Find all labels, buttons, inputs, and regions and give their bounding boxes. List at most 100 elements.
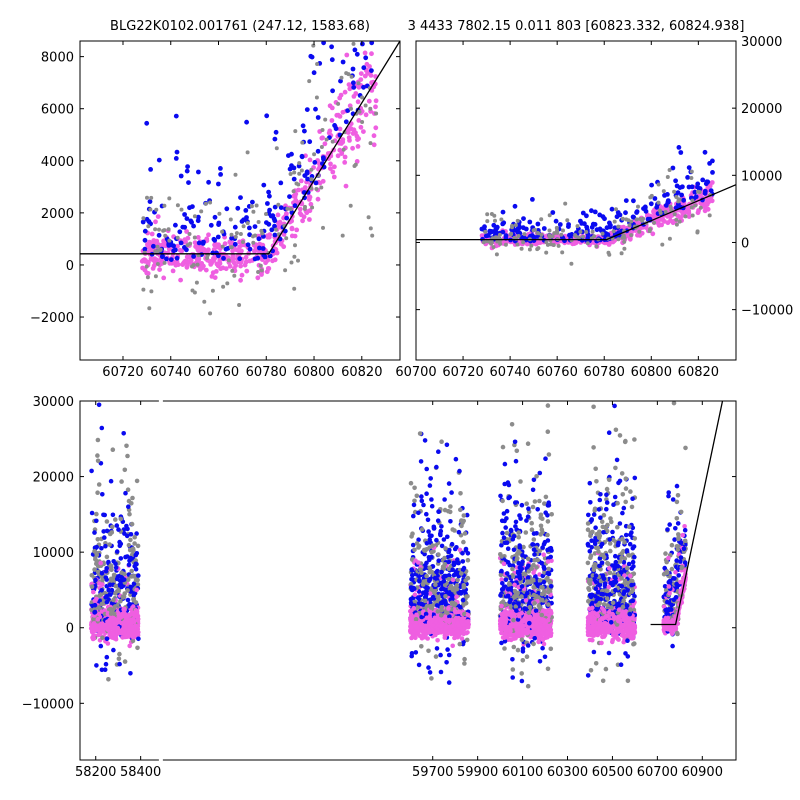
gray-point [147,306,152,311]
pink-point [408,626,414,631]
gray-point [162,203,167,208]
pink-point [340,109,346,115]
blue-point [424,511,429,517]
gray-point [510,574,516,579]
pink-point [356,136,361,142]
gray-point [307,79,312,84]
gray-point [652,220,656,225]
gray-point [426,648,431,654]
blue-point [94,663,99,668]
gray-point [600,231,605,236]
gray-point [135,577,140,583]
y-tick-label: 2000 [41,207,74,222]
blue-point [623,198,629,204]
gray-point [500,498,505,504]
pink-point [192,240,198,246]
blue-point [686,165,692,171]
blue-point [245,242,251,248]
blue-point [427,576,433,582]
gray-point [260,231,265,236]
gray-point [410,531,415,536]
pink-point [152,256,158,261]
gray-point [104,519,110,524]
gray-point [550,234,555,239]
blue-point [594,227,600,233]
gray-point [274,227,278,232]
blue-point [266,189,271,195]
pink-point [149,231,155,237]
gray-point [483,229,488,234]
gray-point [454,583,460,588]
blue-point [104,566,109,571]
blue-point [286,153,291,159]
blue-point [685,175,690,180]
pink-point [355,144,361,149]
blue-point [184,216,190,222]
gray-point [522,232,527,237]
gray-point [95,453,100,458]
gray-point [547,228,552,233]
blue-point [92,530,97,535]
gray-point [412,485,417,491]
gray-point [163,233,168,238]
gray-point [228,217,233,222]
gray-point [296,182,301,187]
blue-point [99,546,104,551]
blue-point [208,222,214,228]
blue-point [232,241,238,247]
pink-point [340,137,346,143]
pink-point [430,617,435,623]
gray-point [309,177,314,182]
pink-point [259,272,264,277]
gray-point [340,233,345,238]
pink-point [413,620,419,626]
pink-point [417,633,423,638]
blue-point [589,208,594,214]
blue-point [94,518,99,524]
blue-point [441,537,447,542]
gray-point [344,71,349,76]
blue-point [436,449,441,455]
gray-point [611,229,616,234]
gray-point [118,598,123,604]
pink-point [460,622,466,627]
blue-point [531,531,537,536]
gray-point [485,239,490,244]
gray-point [303,204,307,209]
blue-point [408,585,414,590]
gray-point [348,203,353,208]
blue-point [448,519,453,524]
pink-point [343,183,349,189]
gray-point [442,555,447,561]
blue-point [434,464,439,470]
gray-point [563,201,568,206]
gray-point [561,228,565,233]
gray-point [693,203,698,208]
blue-point [329,57,335,63]
blue-point [128,671,133,676]
gray-point [414,493,420,499]
blue-point [125,526,130,532]
pink-point [222,241,228,247]
gray-point [511,644,517,650]
blue-point [519,566,524,572]
gray-point [310,205,315,210]
x-tick-label: 60800 [293,365,334,380]
pink-point [215,261,221,267]
gray-point [202,299,207,304]
blue-point [458,604,463,610]
blue-point [692,189,698,195]
pink-point [456,609,462,615]
blue-point [460,559,466,564]
pink-point [206,247,211,253]
pink-point [650,231,656,237]
pink-point [148,240,153,246]
gray-point [627,223,632,228]
blue-point [707,161,712,166]
blue-point [151,243,156,249]
gray-point [443,546,448,551]
pink-point [442,635,448,640]
pink-point [92,598,98,604]
gray-point [145,275,150,280]
gray-point [461,582,467,588]
